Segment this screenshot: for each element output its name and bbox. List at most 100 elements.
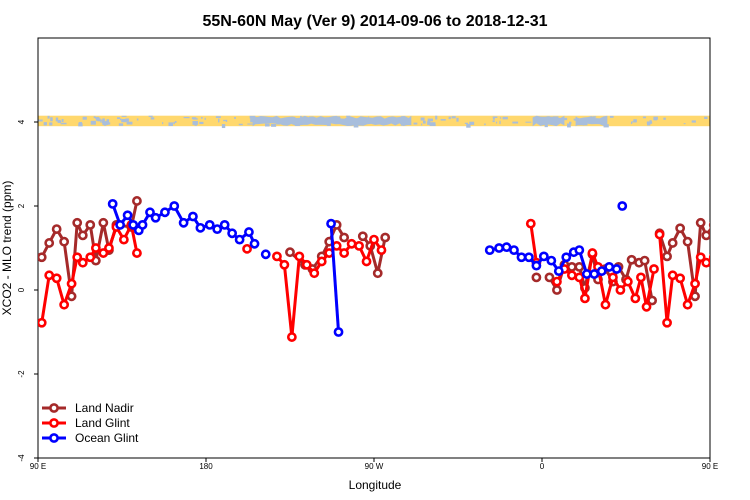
data-point	[509, 245, 519, 255]
data-point	[636, 272, 646, 283]
ocean-texture	[90, 120, 96, 125]
ocean-texture	[61, 119, 64, 122]
data-point	[544, 272, 555, 283]
data-point	[286, 332, 297, 342]
ocean-texture	[346, 115, 351, 118]
y-tick-label: 0	[17, 287, 26, 292]
data-point	[51, 273, 62, 284]
ocean-texture	[204, 117, 206, 120]
data-point	[690, 278, 700, 289]
ocean-texture	[574, 119, 579, 121]
ocean-texture	[563, 117, 568, 121]
data-point	[90, 243, 101, 253]
ocean-texture	[93, 116, 96, 119]
ocean-texture	[199, 121, 204, 125]
ocean-texture	[249, 115, 256, 119]
data-point	[729, 244, 736, 251]
data-point	[708, 221, 710, 229]
data-point	[77, 230, 88, 241]
ocean-texture	[287, 117, 293, 120]
data-point	[744, 236, 750, 243]
data-point	[137, 219, 148, 230]
ocean-texture	[192, 121, 198, 125]
data-point	[242, 243, 252, 254]
ocean-texture	[609, 115, 614, 118]
ocean-texture	[429, 122, 436, 126]
data-point	[188, 211, 198, 222]
data-point	[316, 256, 327, 267]
ocean-texture	[576, 122, 582, 126]
data-point	[744, 226, 750, 233]
ocean-texture	[121, 115, 127, 117]
ocean-texture	[663, 117, 666, 120]
ocean-texture	[581, 122, 585, 126]
ocean-texture	[448, 116, 451, 120]
data-point	[44, 270, 55, 281]
ocean-texture	[120, 118, 122, 121]
data-point	[44, 238, 55, 248]
data-point	[654, 229, 665, 240]
ocean-texture	[492, 117, 495, 120]
legend-label: Land Glint	[75, 416, 130, 430]
data-point	[723, 249, 730, 256]
data-point	[701, 257, 710, 268]
data-point	[736, 221, 743, 228]
data-point	[204, 219, 215, 230]
ocean-texture	[548, 117, 552, 121]
legend-marker	[49, 433, 59, 443]
data-point	[346, 238, 357, 249]
ocean-texture	[253, 117, 260, 120]
data-point	[212, 224, 223, 234]
data-point	[641, 301, 652, 312]
data-point	[667, 238, 678, 248]
ocean-texture	[496, 121, 498, 124]
ocean-texture	[125, 118, 129, 122]
data-point	[107, 198, 118, 209]
ocean-texture	[466, 123, 471, 128]
data-point	[682, 236, 693, 247]
data-point	[675, 223, 686, 234]
ocean-texture	[150, 117, 155, 120]
data-point	[675, 273, 686, 284]
data-point	[333, 327, 344, 337]
ocean-texture	[168, 122, 174, 127]
ocean-texture	[630, 121, 633, 124]
data-point	[227, 228, 238, 239]
data-point	[132, 196, 142, 206]
data-point	[723, 219, 730, 226]
x-tick-label: 180	[199, 462, 213, 471]
data-point	[552, 285, 562, 295]
data-point	[279, 259, 290, 270]
ocean-texture	[309, 116, 313, 119]
ocean-texture	[631, 121, 636, 123]
data-point	[525, 218, 536, 229]
data-point	[85, 252, 96, 263]
ocean-texture	[469, 121, 475, 125]
data-point	[524, 252, 534, 263]
ocean-texture	[499, 117, 502, 119]
ocean-texture	[683, 123, 686, 125]
ocean-texture	[539, 123, 544, 125]
data-point	[736, 221, 743, 228]
ocean-texture	[502, 116, 508, 120]
series-line	[357, 238, 383, 263]
ocean-texture	[591, 119, 596, 122]
data-point	[744, 223, 750, 230]
ocean-texture	[223, 119, 226, 122]
data-point	[72, 217, 83, 228]
data-point	[272, 251, 282, 262]
ocean-texture	[353, 123, 359, 128]
ocean-texture	[492, 116, 498, 118]
x-axis: 90 E 180 90 W 0 90 E	[30, 458, 718, 471]
data-point	[145, 207, 155, 218]
data-point	[484, 245, 495, 255]
data-point	[369, 234, 379, 245]
data-point	[72, 252, 83, 263]
ocean-texture	[575, 116, 578, 121]
ocean-texture	[276, 121, 281, 125]
ocean-texture	[247, 123, 254, 125]
data-point	[716, 257, 723, 264]
data-point	[553, 266, 564, 276]
